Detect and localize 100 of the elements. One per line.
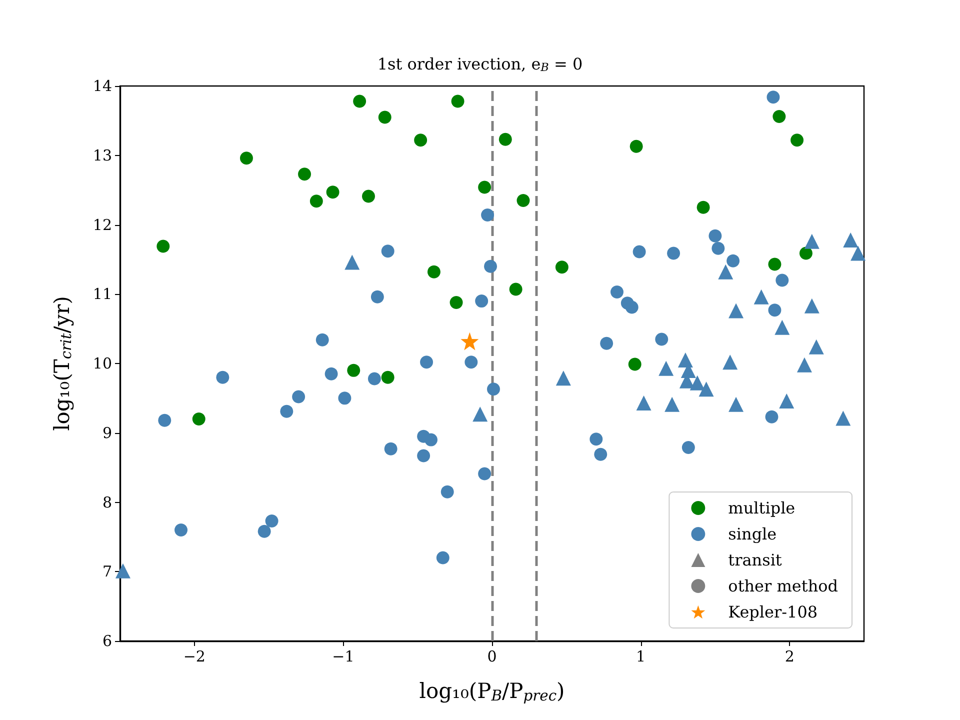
point <box>555 260 568 274</box>
y-tick-label: 10 <box>92 354 112 372</box>
point <box>216 370 230 384</box>
point <box>368 372 381 386</box>
point <box>420 356 434 369</box>
point <box>464 356 478 369</box>
y-tick-label: 13 <box>92 146 112 164</box>
point <box>690 375 705 390</box>
point <box>796 357 812 372</box>
legend-label: Kepler-108 <box>728 602 818 622</box>
point <box>353 94 366 108</box>
y-tick-label: 9 <box>102 424 112 442</box>
point <box>158 414 172 427</box>
x-tick-label: −1 <box>332 648 354 666</box>
point <box>240 152 253 165</box>
point <box>344 254 360 270</box>
point <box>628 358 642 371</box>
y-tick-label: 7 <box>102 562 112 581</box>
point <box>808 339 824 354</box>
point <box>754 289 769 304</box>
point <box>708 229 722 242</box>
point <box>478 180 492 194</box>
point <box>174 524 188 536</box>
point <box>776 274 789 287</box>
point <box>850 246 866 261</box>
legend-label: single <box>728 524 777 544</box>
point <box>424 433 438 446</box>
point <box>298 168 312 181</box>
legend-label: multiple <box>728 498 796 518</box>
point <box>696 200 710 214</box>
point <box>115 563 130 578</box>
point <box>664 396 680 412</box>
point <box>472 406 488 422</box>
point <box>478 467 492 480</box>
point <box>768 304 782 317</box>
point <box>678 352 693 368</box>
legend-label: transit <box>728 550 782 570</box>
point <box>556 370 571 386</box>
point <box>484 260 498 273</box>
x-tick-label: 2 <box>784 648 794 666</box>
point <box>768 258 782 271</box>
point <box>384 442 398 456</box>
point <box>655 332 668 346</box>
point <box>192 412 206 426</box>
x-tick-label: −2 <box>183 648 206 666</box>
point <box>414 134 428 147</box>
point <box>698 382 714 397</box>
x-tick-label: 0 <box>487 648 497 666</box>
point <box>594 448 608 461</box>
y-tick-label: 14 <box>92 77 112 95</box>
point <box>726 254 740 268</box>
point <box>590 432 603 446</box>
point <box>316 333 329 346</box>
point <box>774 320 790 335</box>
point <box>772 110 786 124</box>
point <box>487 382 500 396</box>
point <box>475 294 488 308</box>
point <box>766 90 780 104</box>
x-tick-label: 1 <box>636 648 646 666</box>
point <box>516 194 530 207</box>
point <box>722 354 738 370</box>
point <box>799 246 812 260</box>
point <box>427 265 440 278</box>
legend-label: other method <box>728 576 838 596</box>
point <box>347 364 360 377</box>
point <box>836 410 851 426</box>
point <box>728 303 744 318</box>
point <box>779 393 794 408</box>
y-tick-label: 11 <box>92 285 112 304</box>
point <box>610 286 624 299</box>
point <box>804 234 820 249</box>
point <box>280 404 294 418</box>
point <box>156 240 170 253</box>
point <box>450 296 463 309</box>
point <box>265 514 278 528</box>
point <box>417 449 430 462</box>
point <box>460 332 479 350</box>
point <box>804 298 820 314</box>
point <box>362 190 375 203</box>
point <box>324 367 338 380</box>
point <box>258 524 271 538</box>
point <box>509 282 522 296</box>
point <box>632 245 646 258</box>
point <box>381 244 394 258</box>
point <box>292 390 306 404</box>
point <box>718 264 734 280</box>
y-tick-label: 6 <box>102 632 112 650</box>
point <box>481 208 494 222</box>
point <box>440 485 454 498</box>
point <box>600 336 614 350</box>
point <box>765 410 778 424</box>
point <box>370 290 384 304</box>
point <box>843 232 858 248</box>
point <box>338 392 352 405</box>
point <box>378 110 392 124</box>
point <box>728 396 744 412</box>
point <box>326 186 340 199</box>
point <box>790 134 804 147</box>
point <box>682 440 695 454</box>
point <box>498 132 512 146</box>
